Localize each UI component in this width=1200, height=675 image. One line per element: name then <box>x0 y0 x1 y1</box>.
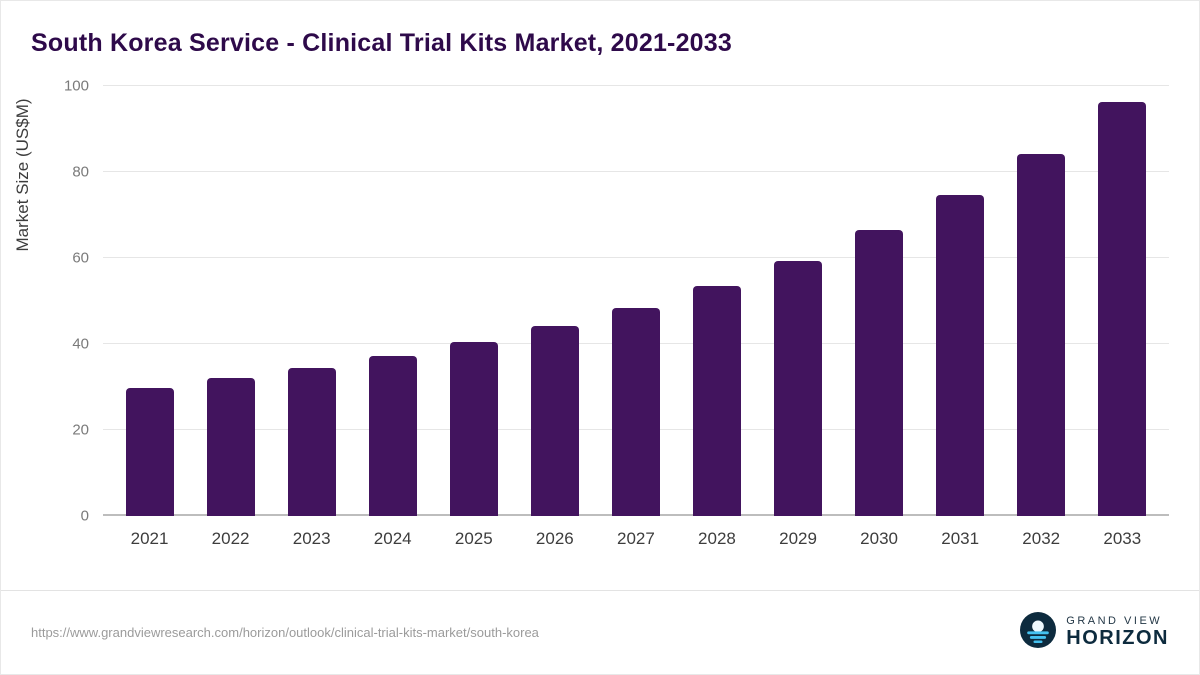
x-tick-label: 2033 <box>1103 529 1142 548</box>
bar-2026 <box>530 326 579 516</box>
grand-view-horizon-logo: GRAND VIEW HORIZON <box>1020 612 1169 653</box>
bar-column: 2025 <box>449 86 498 548</box>
bar-2030 <box>855 230 904 516</box>
x-tick-label: 2023 <box>292 529 331 548</box>
logo-text: GRAND VIEW HORIZON <box>1066 616 1169 649</box>
x-tick-label: 2032 <box>1022 529 1061 548</box>
bar-2033 <box>1098 102 1147 516</box>
y-tick-label: 60 <box>72 249 89 267</box>
gridline <box>103 85 1169 86</box>
bar-column: 2028 <box>692 86 741 548</box>
x-tick-label: 2027 <box>616 529 655 548</box>
bar-2022 <box>206 377 255 516</box>
x-tick-label: 2024 <box>373 529 412 548</box>
bar-column: 2026 <box>530 86 579 548</box>
x-tick-label: 2030 <box>860 529 899 548</box>
bar-2021 <box>125 388 174 516</box>
chart-area: Market Size (US$M) 0 20 40 60 80 100 2021 2022… <box>13 76 1169 560</box>
bars-layer: 2021 2022 2023 2024 2025 2026 2027 2028 2029 2030… <box>103 86 1169 548</box>
y-tick-label: 20 <box>72 421 89 439</box>
x-tick-label: 2025 <box>454 529 493 548</box>
bar-column: 2021 <box>125 86 174 548</box>
y-tick-label: 100 <box>63 77 89 95</box>
x-tick-label: 2029 <box>779 529 817 548</box>
bar-2023 <box>287 368 336 516</box>
plot-area: 0 20 40 60 80 100 2021 2022 2023 2024 2025 2026 202… <box>64 78 1169 548</box>
y-tick-label: 40 <box>72 335 89 353</box>
source-url: https://www.grandviewresearch.com/horizo… <box>31 625 539 640</box>
x-tick-label: 2022 <box>211 529 250 548</box>
bar-2027 <box>611 307 660 516</box>
x-tick-label: 2031 <box>941 529 980 548</box>
bar-column: 2023 <box>287 86 336 548</box>
y-tick-label: 0 <box>80 507 89 525</box>
bar-column: 2033 <box>1098 86 1147 548</box>
bar-2032 <box>1017 153 1066 516</box>
y-axis-label: Market Size (US$M) <box>13 98 32 252</box>
x-tick-label: 2026 <box>535 529 574 548</box>
bar-2025 <box>449 342 498 516</box>
logo-line-horizon: HORIZON <box>1066 626 1169 649</box>
bar-2031 <box>936 195 985 516</box>
bar-column: 2032 <box>1017 86 1066 548</box>
chart-title: South Korea Service - Clinical Trial Kit… <box>31 29 732 57</box>
bar-column: 2024 <box>368 86 417 548</box>
horizon-sun-icon <box>1020 612 1057 653</box>
x-tick-label: 2028 <box>698 529 736 548</box>
bar-column: 2022 <box>206 86 255 548</box>
gridline <box>103 257 1169 258</box>
bar-column: 2030 <box>855 86 904 548</box>
bar-2028 <box>692 285 741 516</box>
bar-2024 <box>368 356 417 516</box>
bar-column: 2027 <box>611 86 660 548</box>
x-tick-label: 2021 <box>130 529 169 548</box>
bar-column: 2029 <box>774 86 823 548</box>
bar-column: 2031 <box>936 86 985 548</box>
logo-line-grand-view: GRAND VIEW <box>1066 615 1163 628</box>
footer: https://www.grandviewresearch.com/horizo… <box>1 590 1199 674</box>
bar-2029 <box>774 260 823 516</box>
y-tick-label: 80 <box>72 163 89 181</box>
gridline <box>103 171 1169 172</box>
